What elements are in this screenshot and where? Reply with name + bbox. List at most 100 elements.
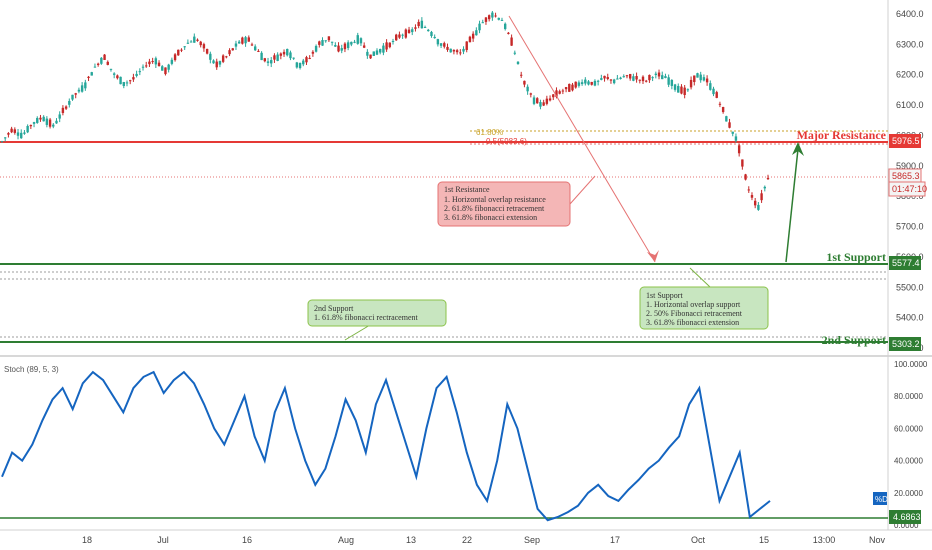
candle-body[interactable]	[603, 75, 606, 79]
candle-body[interactable]	[237, 41, 241, 44]
candle-body[interactable]	[32, 122, 36, 124]
candle-body[interactable]	[552, 94, 555, 98]
candle-body[interactable]	[731, 131, 734, 134]
candle-body[interactable]	[757, 204, 760, 210]
candle-body[interactable]	[423, 26, 427, 28]
candle-body[interactable]	[205, 48, 209, 54]
candle-body[interactable]	[503, 23, 507, 30]
candle-body[interactable]	[753, 200, 757, 206]
candle-body[interactable]	[173, 54, 177, 61]
candle-body[interactable]	[42, 116, 45, 122]
candle-body[interactable]	[471, 33, 475, 39]
candle-body[interactable]	[750, 195, 754, 198]
candle-body[interactable]	[760, 193, 763, 201]
candle-body[interactable]	[196, 39, 199, 41]
candle-body[interactable]	[36, 117, 39, 123]
candle-body[interactable]	[260, 52, 263, 61]
candle-body[interactable]	[90, 72, 93, 76]
candle-body[interactable]	[702, 77, 706, 81]
candle-body[interactable]	[334, 45, 337, 47]
candle-body[interactable]	[635, 76, 638, 80]
candle-body[interactable]	[478, 23, 481, 31]
candle-body[interactable]	[641, 76, 645, 82]
candle-body[interactable]	[532, 97, 536, 104]
candle-body[interactable]	[632, 76, 635, 81]
candle-body[interactable]	[356, 35, 359, 44]
candle-body[interactable]	[286, 48, 289, 56]
candle-body[interactable]	[741, 159, 744, 167]
candle-body[interactable]	[116, 75, 119, 79]
candle-body[interactable]	[106, 61, 109, 65]
candle-body[interactable]	[391, 41, 395, 43]
candle-body[interactable]	[151, 61, 154, 63]
candle-body[interactable]	[13, 129, 17, 133]
candle-body[interactable]	[497, 17, 500, 20]
candle-body[interactable]	[253, 46, 257, 51]
candle-body[interactable]	[154, 58, 158, 65]
stoch-axis[interactable]: 100.0000 80.0000 60.0000 40.0000 20.0000 0.00…	[894, 360, 928, 530]
candle-body[interactable]	[539, 102, 542, 107]
candle-body[interactable]	[193, 36, 196, 43]
candle-body[interactable]	[148, 61, 151, 65]
candle-body[interactable]	[180, 49, 183, 51]
candle-body[interactable]	[266, 61, 270, 63]
candle-body[interactable]	[48, 119, 52, 127]
candle-body[interactable]	[279, 53, 283, 56]
candle-body[interactable]	[362, 45, 366, 48]
candle-body[interactable]	[135, 73, 138, 76]
candle-body[interactable]	[145, 65, 148, 67]
candle-body[interactable]	[311, 51, 315, 54]
candle-body[interactable]	[494, 15, 497, 17]
candle-body[interactable]	[510, 37, 513, 46]
candle-body[interactable]	[609, 79, 613, 81]
candle-body[interactable]	[170, 59, 174, 64]
candle-body[interactable]	[420, 20, 424, 29]
candle-body[interactable]	[302, 60, 305, 65]
candle-body[interactable]	[270, 60, 273, 64]
candle-body[interactable]	[141, 66, 145, 68]
candle-body[interactable]	[612, 79, 616, 84]
candle-body[interactable]	[577, 82, 581, 86]
candle-body[interactable]	[734, 136, 738, 141]
candle-body[interactable]	[452, 49, 456, 52]
candle-body[interactable]	[664, 76, 667, 79]
candle-body[interactable]	[561, 90, 565, 92]
candle-body[interactable]	[0, 141, 4, 143]
candle-body[interactable]	[430, 31, 433, 37]
stoch-line[interactable]	[1, 370, 771, 522]
candle-body[interactable]	[20, 132, 23, 139]
candle-body[interactable]	[378, 48, 382, 53]
candle-body[interactable]	[628, 74, 632, 79]
candle-body[interactable]	[209, 53, 212, 60]
candle-body[interactable]	[686, 89, 690, 91]
candle-body[interactable]	[433, 36, 436, 39]
candle-body[interactable]	[414, 27, 417, 29]
candle-body[interactable]	[241, 37, 244, 44]
candle-body[interactable]	[228, 50, 231, 55]
candle-body[interactable]	[289, 52, 292, 59]
candle-body[interactable]	[523, 80, 526, 85]
candle-body[interactable]	[516, 61, 520, 65]
candle-body[interactable]	[693, 75, 696, 83]
candle-body[interactable]	[125, 82, 129, 84]
candle-body[interactable]	[225, 56, 228, 58]
candle-body[interactable]	[709, 83, 712, 90]
candle-body[interactable]	[221, 55, 225, 62]
candle-body[interactable]	[77, 89, 81, 92]
candle-body[interactable]	[395, 34, 398, 41]
candle-body[interactable]	[330, 41, 334, 43]
candle-body[interactable]	[600, 78, 603, 80]
candle-body[interactable]	[564, 87, 568, 90]
candle-body[interactable]	[548, 98, 552, 101]
candle-body[interactable]	[747, 189, 750, 191]
support1-note[interactable]: 1st Support 1. Horizontal overlap suppor…	[639, 267, 769, 330]
candle-body[interactable]	[718, 103, 722, 105]
candle-body[interactable]	[84, 82, 87, 89]
candle-body[interactable]	[346, 42, 350, 49]
candle-body[interactable]	[257, 50, 260, 52]
time-axis[interactable]: 18 Jul 16 Aug 13 22 Sep 17 Oct 15 13:00 Nov	[82, 535, 886, 545]
candle-body[interactable]	[263, 58, 267, 62]
resistance-note[interactable]: 1st Resistance 1. Horizontal overlap res…	[437, 175, 596, 227]
candle-body[interactable]	[7, 133, 10, 135]
candle-body[interactable]	[167, 64, 170, 70]
